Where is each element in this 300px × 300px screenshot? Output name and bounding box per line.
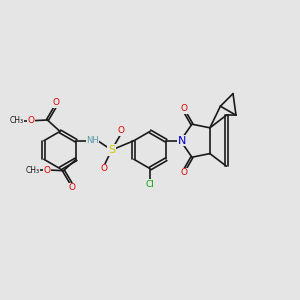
Text: O: O <box>52 98 60 107</box>
Text: Cl: Cl <box>146 180 154 189</box>
Text: O: O <box>101 164 108 173</box>
Text: S: S <box>108 145 115 155</box>
Text: NH: NH <box>86 136 99 145</box>
Text: O: O <box>69 183 76 192</box>
Text: N: N <box>178 136 186 146</box>
Text: CH₃: CH₃ <box>25 166 39 175</box>
Text: O: O <box>27 116 34 125</box>
Text: O: O <box>43 166 50 175</box>
Text: O: O <box>181 104 188 113</box>
Text: O: O <box>117 126 124 135</box>
Text: O: O <box>181 168 188 177</box>
Text: CH₃: CH₃ <box>9 116 23 125</box>
